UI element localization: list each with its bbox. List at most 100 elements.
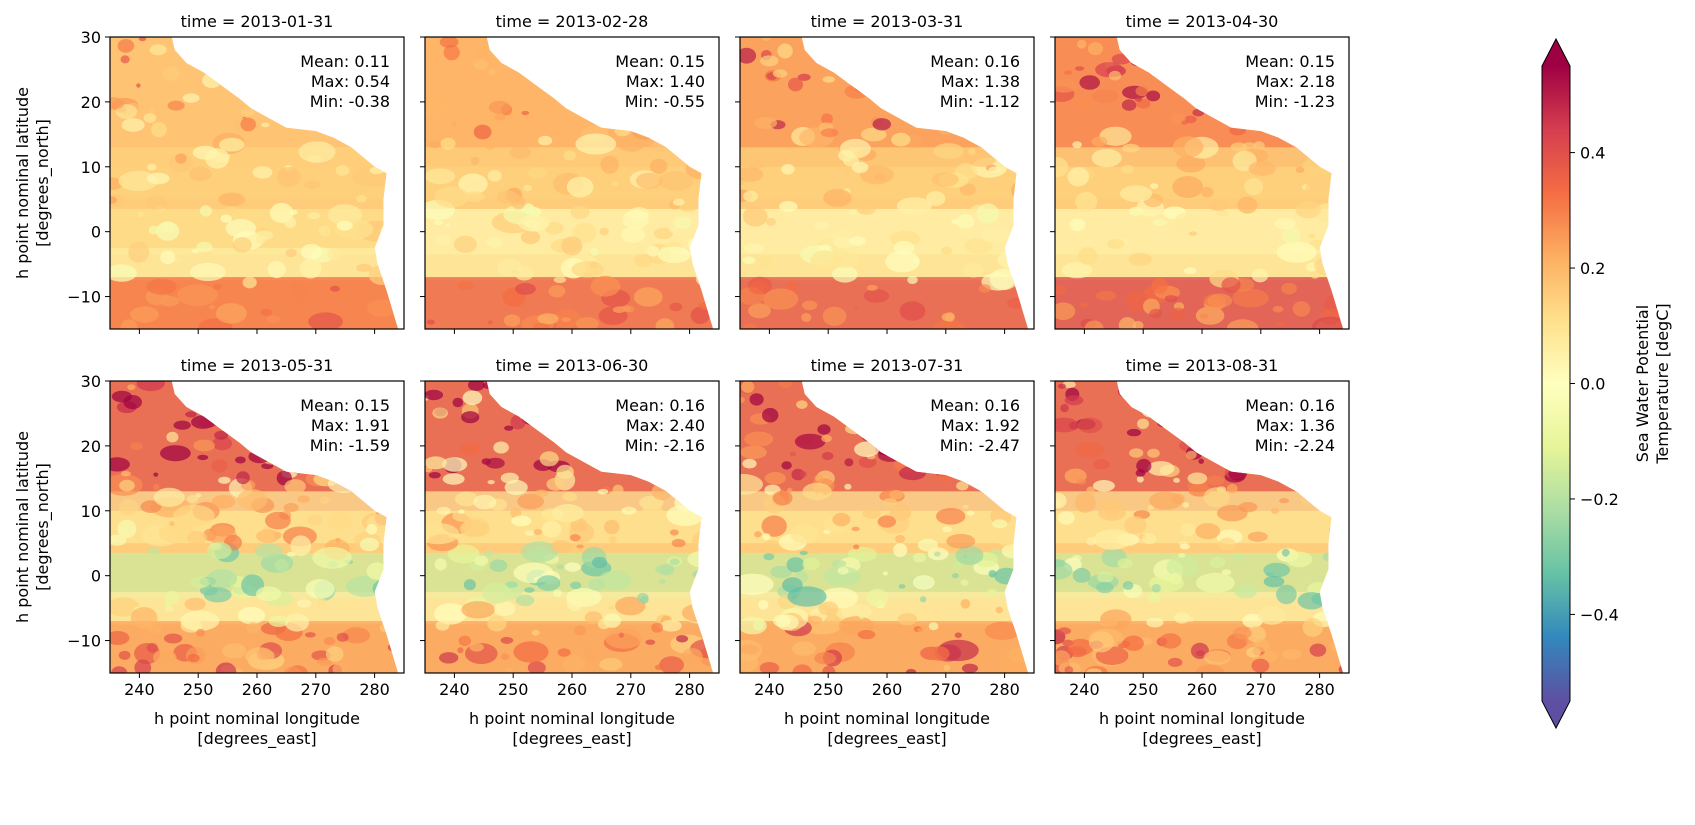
- eddy: [706, 65, 714, 73]
- eddy: [327, 247, 343, 261]
- eddy: [863, 80, 875, 88]
- eddy: [1146, 617, 1164, 628]
- x-tick-label: 280: [1304, 680, 1335, 699]
- eddy: [992, 519, 1008, 529]
- eddy: [1216, 486, 1227, 493]
- eddy: [608, 536, 617, 544]
- eddy: [188, 41, 211, 57]
- eddy: [1308, 233, 1316, 239]
- eddy: [988, 166, 1002, 174]
- eddy: [913, 552, 926, 563]
- eddy: [962, 504, 969, 509]
- panel-title: time = 2013-06-30: [496, 356, 649, 375]
- eddy: [436, 506, 451, 515]
- stat-max: Max: 1.40: [626, 72, 705, 91]
- field-band: [110, 247, 399, 281]
- eddy: [781, 461, 792, 470]
- eddy: [1075, 442, 1105, 458]
- eddy: [218, 476, 231, 484]
- y-tick-label: 10: [81, 158, 101, 177]
- eddy: [539, 451, 559, 467]
- eddy: [368, 264, 394, 285]
- eddy: [642, 502, 663, 521]
- eddy: [1100, 609, 1132, 629]
- eddy: [688, 234, 714, 255]
- eddy: [862, 507, 881, 519]
- eddy: [1276, 584, 1297, 605]
- eddy: [432, 407, 449, 419]
- eddy: [211, 459, 228, 473]
- eddy: [256, 529, 280, 543]
- eddy: [597, 488, 609, 495]
- eddy: [907, 69, 916, 77]
- eddy: [606, 410, 615, 416]
- eddy: [336, 220, 353, 231]
- eddy: [118, 650, 131, 660]
- eddy: [1210, 416, 1227, 427]
- eddy: [382, 156, 398, 172]
- eddy: [290, 535, 312, 556]
- eddy: [149, 108, 155, 114]
- eddy: [790, 524, 819, 544]
- eddy: [1137, 418, 1149, 429]
- colorbar-label-unit: Temperature [degC]: [1653, 303, 1672, 464]
- eddy: [190, 576, 211, 589]
- eddy: [120, 55, 130, 64]
- eddy: [1097, 497, 1121, 510]
- eddy: [877, 408, 908, 424]
- eddy: [236, 471, 250, 485]
- eddy: [1108, 70, 1122, 81]
- eddy: [219, 413, 244, 428]
- eddy: [1228, 466, 1247, 481]
- eddy: [777, 43, 793, 59]
- stat-mean: Mean: 0.11: [300, 52, 390, 71]
- eddy: [110, 631, 130, 645]
- eddy: [622, 305, 631, 312]
- eddy: [185, 54, 204, 66]
- eddy: [1282, 469, 1299, 483]
- eddy: [120, 470, 131, 477]
- eddy: [1230, 49, 1245, 58]
- eddy: [1058, 383, 1066, 389]
- eddy: [1020, 246, 1029, 260]
- eddy: [546, 477, 566, 491]
- eddy: [789, 451, 797, 457]
- eddy: [222, 64, 235, 72]
- eddy: [1196, 572, 1235, 594]
- eddy: [928, 622, 939, 631]
- eddy: [1309, 474, 1323, 482]
- eddy: [959, 183, 976, 196]
- eddy: [1254, 639, 1270, 652]
- eddy: [298, 141, 336, 163]
- eddy: [147, 163, 157, 171]
- eddy: [1077, 417, 1103, 434]
- eddy: [443, 44, 460, 61]
- eddy: [241, 109, 255, 117]
- eddy: [898, 584, 906, 589]
- eddy: [1146, 90, 1161, 102]
- eddy: [489, 559, 508, 572]
- eddy: [849, 236, 866, 246]
- eddy: [786, 557, 805, 573]
- eddy: [130, 306, 159, 323]
- eddy: [487, 480, 495, 485]
- eddy: [583, 648, 598, 660]
- eddy: [696, 488, 714, 505]
- eddy: [1209, 556, 1226, 569]
- eddy: [1276, 241, 1317, 263]
- eddy: [1310, 270, 1320, 279]
- eddy: [832, 251, 860, 269]
- eddy: [426, 319, 435, 325]
- eddy: [740, 473, 764, 495]
- eddy: [690, 306, 710, 324]
- eddy: [853, 544, 860, 550]
- eddy: [474, 47, 489, 58]
- eddy: [752, 619, 765, 631]
- eddy: [1184, 115, 1197, 124]
- x-tick-label: 260: [242, 680, 273, 699]
- eddy: [600, 420, 615, 434]
- eddy: [541, 520, 562, 538]
- eddy: [553, 276, 567, 284]
- x-tick-label: 240: [124, 680, 155, 699]
